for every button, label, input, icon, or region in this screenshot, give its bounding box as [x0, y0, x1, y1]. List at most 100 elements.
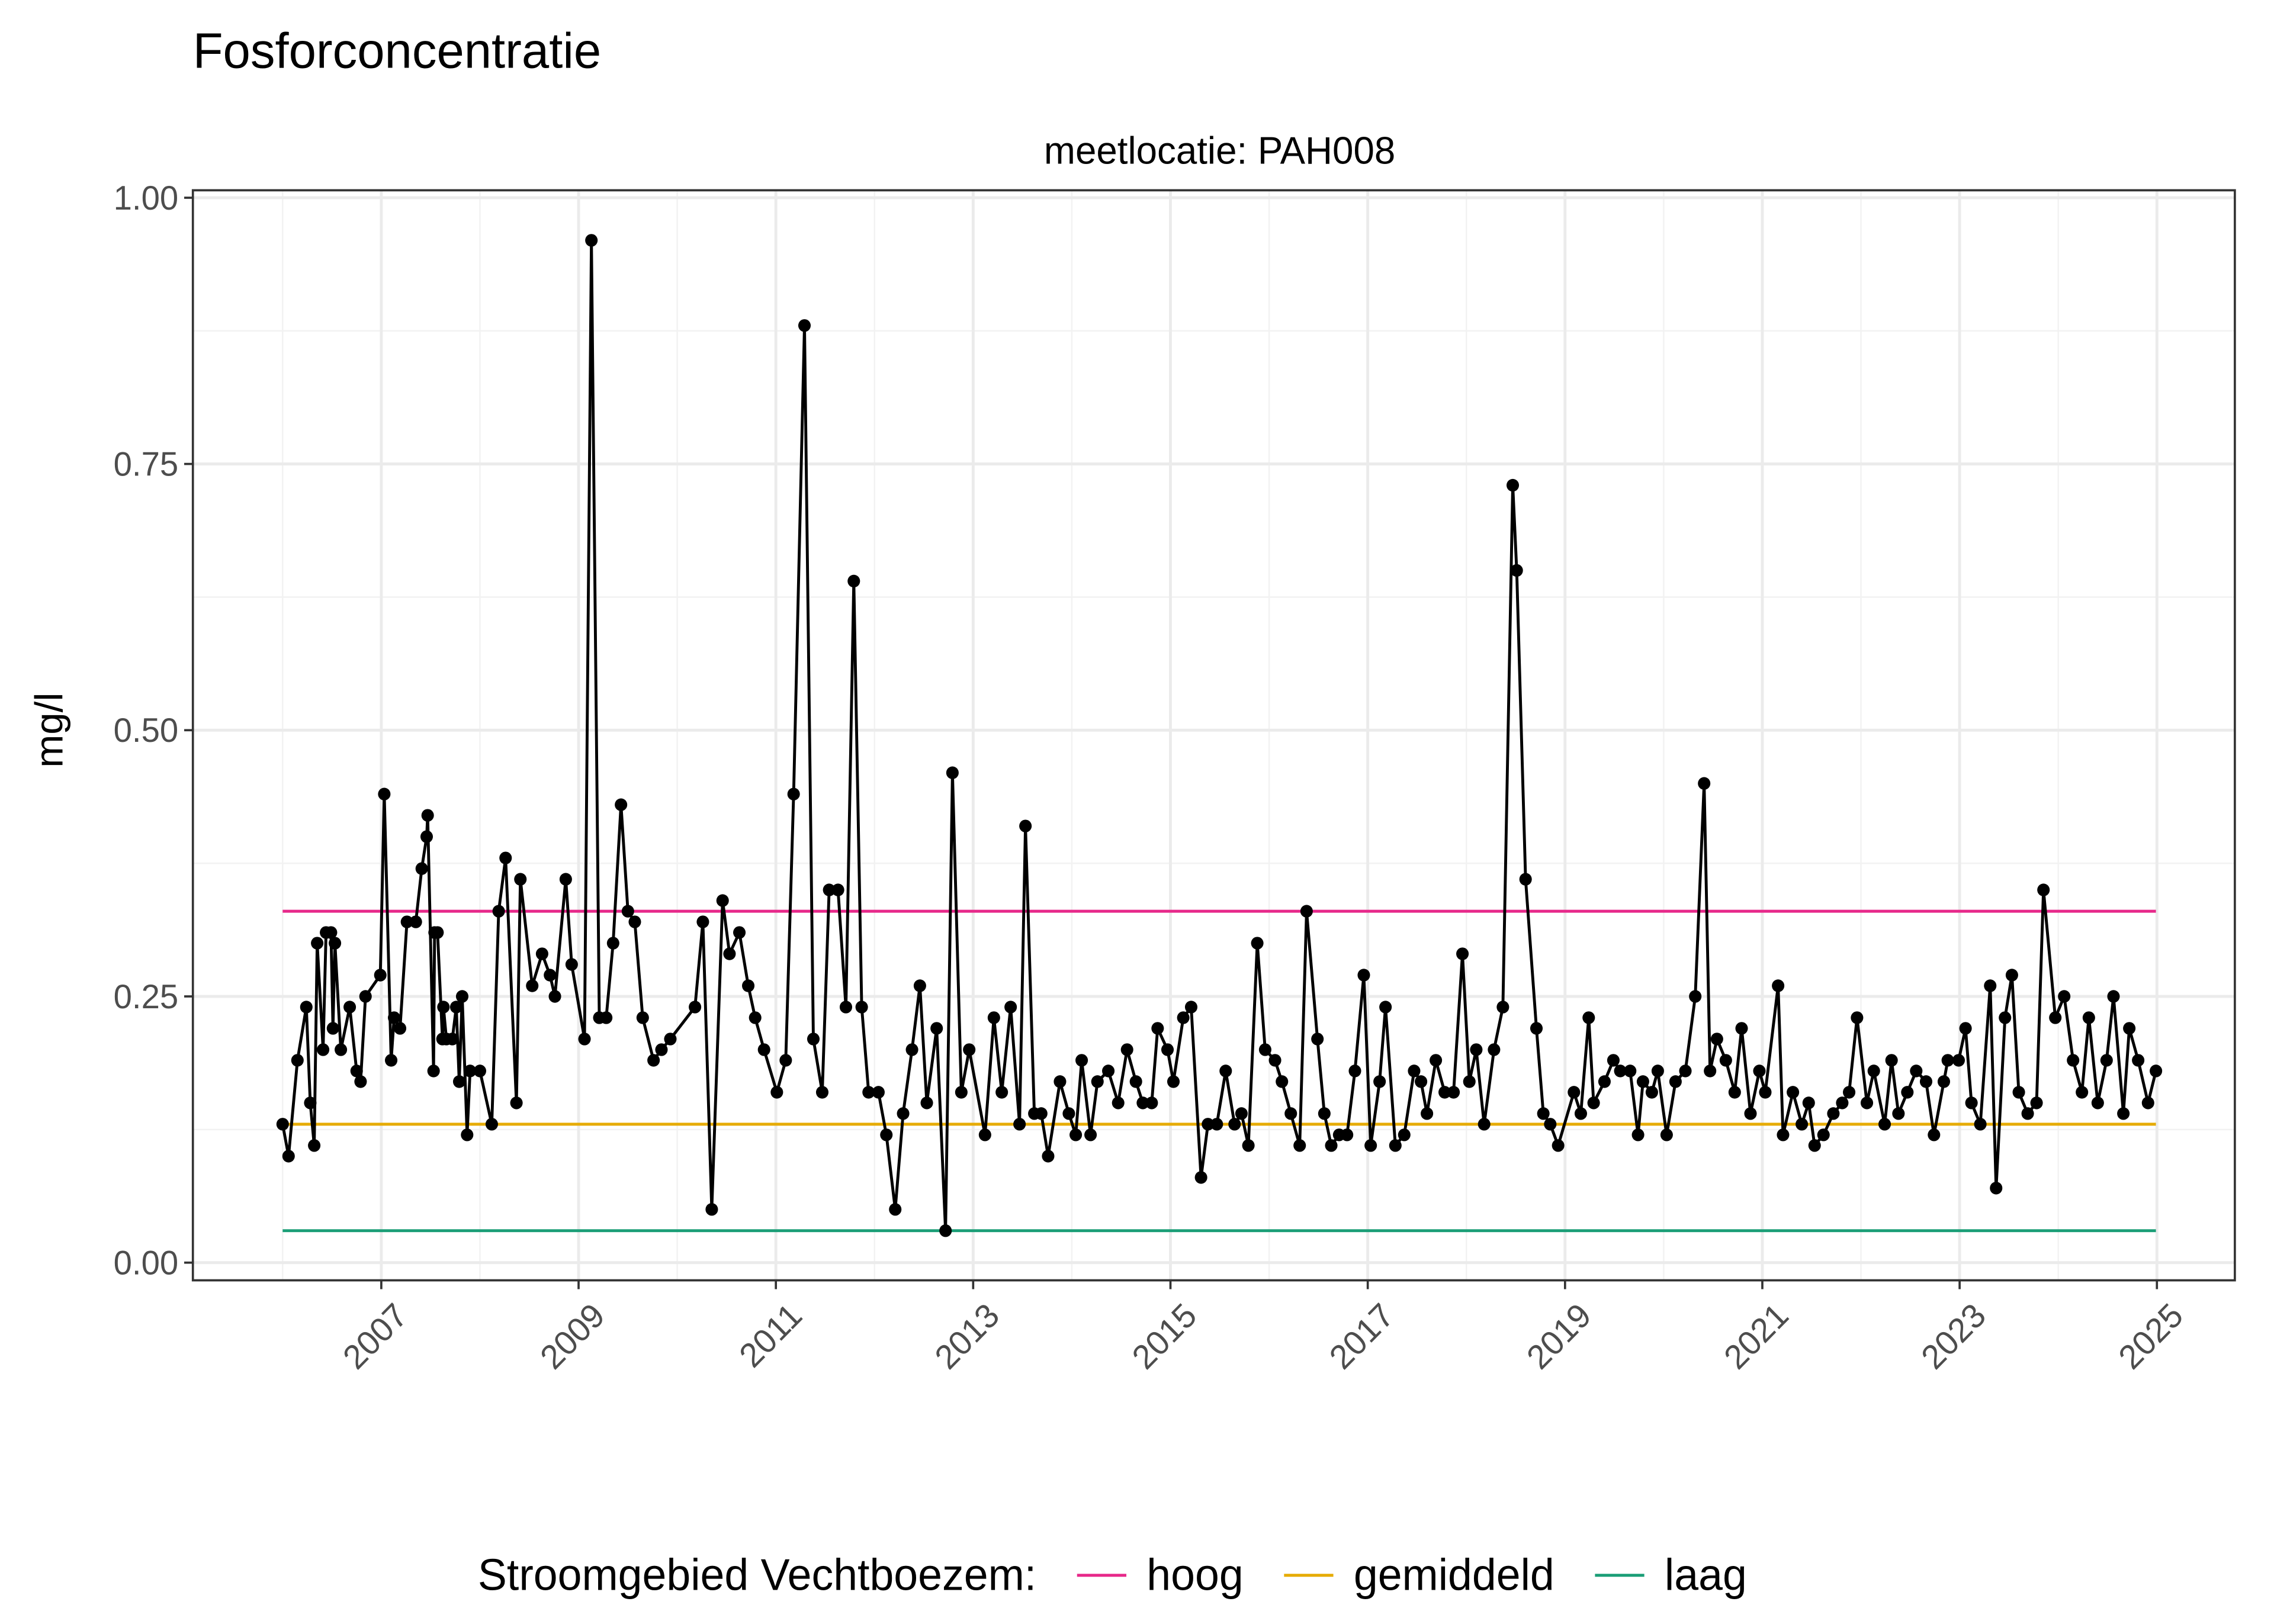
data-point [485, 1118, 498, 1131]
data-point [304, 1096, 317, 1110]
data-point [1510, 564, 1523, 577]
data-point [354, 1075, 367, 1088]
data-point [2132, 1054, 2145, 1067]
data-point [1120, 1043, 1133, 1056]
data-point [987, 1011, 1000, 1024]
data-point [621, 905, 634, 918]
data-point [1488, 1043, 1501, 1056]
data-point [946, 766, 959, 779]
data-point [437, 1001, 450, 1014]
data-point [606, 937, 619, 950]
data-point [1091, 1075, 1104, 1088]
data-point [930, 1022, 943, 1035]
y-tick-label: 1.00 [114, 179, 179, 217]
data-point [1704, 1065, 1717, 1078]
data-point [1651, 1065, 1664, 1078]
legend: Stroomgebied Vechtboezem: hoog gemiddeld la… [478, 1550, 1747, 1600]
data-point [1456, 947, 1469, 960]
data-point [1389, 1139, 1402, 1152]
data-point [359, 990, 372, 1003]
data-point [779, 1054, 792, 1067]
data-point [325, 926, 338, 939]
data-point [1268, 1054, 1281, 1067]
data-point [913, 979, 926, 992]
data-point [880, 1128, 893, 1141]
data-point [1959, 1022, 1972, 1035]
data-point [276, 1118, 289, 1131]
data-point [291, 1054, 304, 1067]
data-point [514, 873, 527, 886]
data-point [1235, 1107, 1248, 1120]
legend-label: hoog [1146, 1550, 1243, 1600]
data-point [1802, 1096, 1815, 1110]
data-point [1311, 1033, 1324, 1046]
data-point [1698, 777, 1711, 790]
data-point [1624, 1065, 1637, 1078]
data-point [1161, 1043, 1174, 1056]
data-point [1808, 1139, 1821, 1152]
data-point [548, 990, 561, 1003]
data-point [839, 1001, 852, 1014]
data-point [2107, 990, 2120, 1003]
data-point [939, 1224, 952, 1237]
data-point [1004, 1001, 1017, 1014]
data-point [1438, 1086, 1451, 1099]
data-point [2049, 1011, 2062, 1024]
data-point [1184, 1001, 1198, 1014]
data-point [1530, 1022, 1543, 1035]
data-point [329, 937, 342, 950]
data-point [1202, 1118, 1215, 1131]
data-point [420, 830, 433, 843]
data-point [995, 1086, 1008, 1099]
data-point [1867, 1065, 1880, 1078]
data-point [1210, 1118, 1223, 1131]
data-point [1679, 1065, 1692, 1078]
data-point [1660, 1128, 1673, 1141]
data-point [1710, 1033, 1723, 1046]
data-point [733, 926, 746, 939]
data-point [1415, 1075, 1428, 1088]
data-point [1145, 1096, 1158, 1110]
data-point [308, 1139, 321, 1152]
y-tick-label: 0.75 [114, 446, 179, 484]
data-point [823, 883, 836, 896]
data-point [492, 905, 505, 918]
chart-title: Fosforconcentratie [193, 22, 601, 79]
data-point [1129, 1075, 1142, 1088]
data-point [1421, 1107, 1434, 1120]
data-point [1102, 1065, 1115, 1078]
data-point [1496, 1001, 1509, 1014]
data-point [1735, 1022, 1748, 1035]
data-point [499, 851, 512, 864]
data-point [1084, 1128, 1097, 1141]
data-point [1827, 1107, 1840, 1120]
data-point [1228, 1118, 1241, 1131]
data-point [749, 1011, 762, 1024]
data-point [1258, 1043, 1271, 1056]
data-point [350, 1065, 363, 1078]
data-point [1042, 1150, 1055, 1163]
data-point [920, 1096, 933, 1110]
data-point [1276, 1075, 1289, 1088]
data-point [1151, 1022, 1164, 1035]
data-point [628, 915, 641, 928]
data-point [1892, 1107, 1905, 1120]
data-point [847, 574, 860, 588]
data-point [1937, 1075, 1951, 1088]
data-point [1194, 1171, 1207, 1184]
data-point [1379, 1001, 1392, 1014]
data-point [696, 915, 709, 928]
legend-title: Stroomgebied Vechtboezem: [478, 1550, 1036, 1600]
data-point [1999, 1011, 2012, 1024]
data-point [1851, 1011, 1864, 1024]
data-point [2150, 1065, 2163, 1078]
data-point [400, 915, 413, 928]
data-point [770, 1086, 783, 1099]
data-point [1974, 1118, 1987, 1131]
data-point [1787, 1086, 1800, 1099]
data-point [1941, 1054, 1954, 1067]
data-point [317, 1043, 330, 1056]
data-point [1284, 1107, 1297, 1120]
data-point [2117, 1107, 2130, 1120]
